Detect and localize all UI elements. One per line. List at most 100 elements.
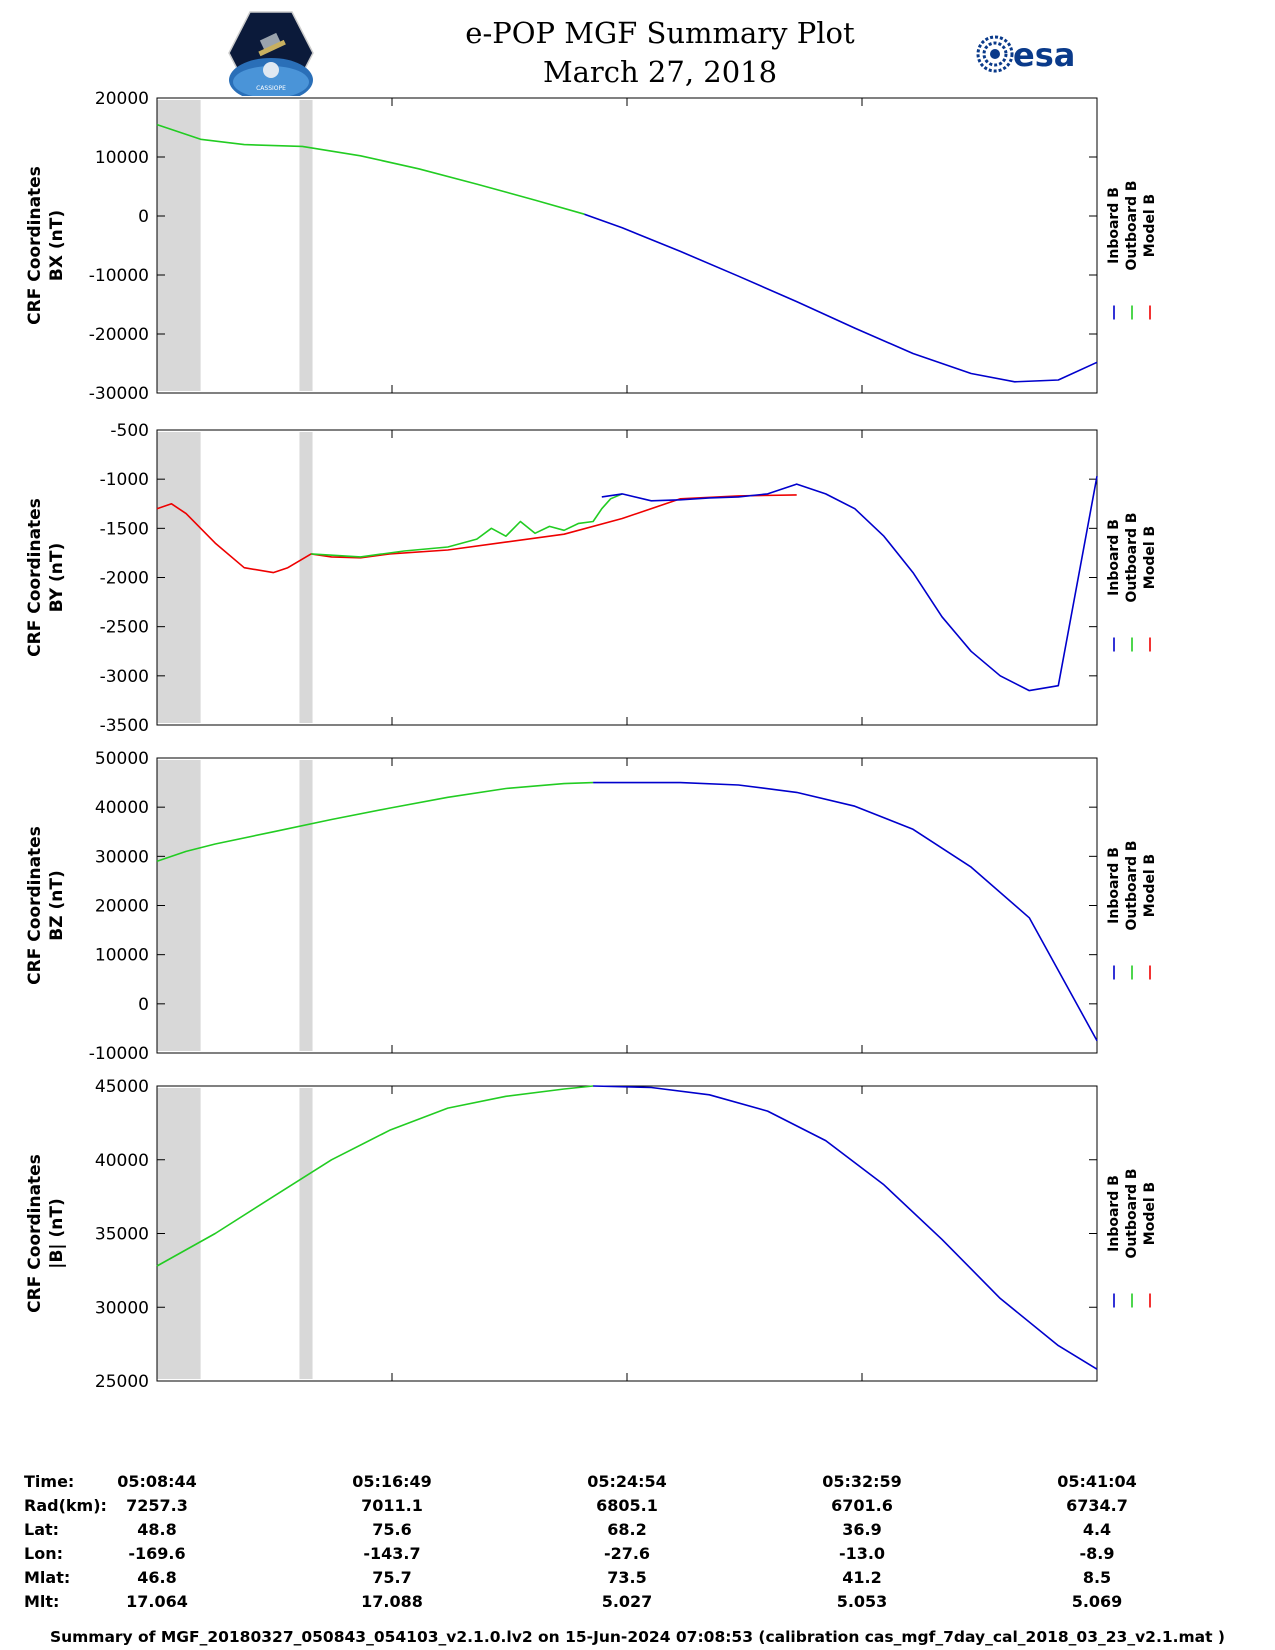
panel-bx: 20000 10000 0 -10000 -20000 -30000 CRF Coordin… <box>25 89 1158 404</box>
plot-title: e-POP MGF Summary Plot March 27, 2018 <box>400 14 920 92</box>
ephemeris-row-label: Lat: <box>24 1520 60 1539</box>
legend-label-outboard-b: Outboard B <box>1124 512 1140 602</box>
series-line-inboard-b <box>584 213 1098 383</box>
y-axis-label: CRF Coordinates BZ (nT) <box>25 826 67 985</box>
series-line-outboard-b <box>156 123 585 215</box>
legend-entry: Outboard B <box>1124 840 1140 930</box>
legend-label-model-b: Model B <box>1142 526 1158 589</box>
legend-entry: Inboard B <box>1106 1175 1122 1252</box>
y-tick-label: -2000 <box>100 569 149 589</box>
legend-entry: Inboard B <box>1106 187 1122 264</box>
ephemeris-cell: -143.7 <box>363 1544 421 1563</box>
legend-entry: Inboard B <box>1106 847 1122 924</box>
y-tick-label: 40000 <box>95 1151 149 1171</box>
y-axis-label: CRF Coordinates BX (nT) <box>25 166 67 325</box>
legend-label-outboard-b: Outboard B <box>1124 1168 1140 1258</box>
y-tick-label: -500 <box>110 421 149 441</box>
x-tick-label: 05:41:04 <box>1057 1472 1137 1491</box>
series-line-inboard-b <box>601 476 1098 692</box>
series-line-outboard-b <box>156 781 594 863</box>
ephemeris-row-label: Time: <box>24 1472 75 1491</box>
legend-entry: Outboard B <box>1124 1168 1140 1258</box>
title-line-2: March 27, 2018 <box>542 55 778 89</box>
y-tick-label: -20000 <box>89 325 149 345</box>
ephemeris-cell: 48.8 <box>137 1520 177 1539</box>
plot-frame <box>156 97 1098 394</box>
legend-label-model-b: Model B <box>1142 194 1158 257</box>
y-tick-label: 0 <box>138 207 149 227</box>
y-axis-label-line-2: BX (nT) <box>47 210 67 281</box>
panel-by: -500 -1000 -1500 -2000 -2500 -3000 -3500 CRF Co… <box>25 421 1158 736</box>
legend-label-model-b: Model B <box>1142 1182 1158 1245</box>
y-axis-label-line-1: CRF Coordinates <box>25 826 45 985</box>
ephemeris-cell: 75.7 <box>372 1568 412 1587</box>
y-axis-label-line-2: BZ (nT) <box>47 870 67 940</box>
y-tick-label: 20000 <box>95 89 149 109</box>
legend-entry: Outboard B <box>1124 180 1140 270</box>
legend-entry: Inboard B <box>1106 519 1122 596</box>
y-tick-label: 10000 <box>95 148 149 168</box>
series-line-model-b <box>156 494 797 574</box>
plot-frame <box>156 1085 1098 1382</box>
y-tick-label: -3000 <box>100 667 149 687</box>
ephemeris-cell: 7011.1 <box>361 1496 423 1515</box>
ephemeris-row-label: Rad(km): <box>24 1496 107 1515</box>
ephemeris-cell: 75.6 <box>372 1520 412 1539</box>
ephemeris-cell: 4.4 <box>1082 1520 1112 1539</box>
y-axis-label-line-2: BY (nT) <box>47 543 67 613</box>
y-tick-label: 30000 <box>95 847 149 867</box>
panel-bmag: 45000 40000 35000 30000 25000 CRF Coordinates… <box>25 1077 1158 1392</box>
y-tick-label: -30000 <box>89 384 149 404</box>
ephemeris-cell: 17.088 <box>361 1592 423 1611</box>
ephemeris-cell: 68.2 <box>607 1520 647 1539</box>
ephemeris-cell: -8.9 <box>1079 1544 1115 1563</box>
legend-label-inboard-b: Inboard B <box>1106 1175 1122 1252</box>
ephemeris-cell: 73.5 <box>607 1568 647 1587</box>
y-tick-label: 35000 <box>95 1225 149 1245</box>
data-gap-band <box>157 100 201 391</box>
data-gap-band <box>299 760 313 1051</box>
ephemeris-cell: 8.5 <box>1082 1568 1112 1587</box>
x-tick-label: 05:32:59 <box>822 1472 902 1491</box>
ephemeris-table: Time: Rad(km): Lat: Lon: Mlat: Mlt: 05:08:44 72… <box>0 1466 1275 1626</box>
ephemeris-cell: 6701.6 <box>831 1496 893 1515</box>
legend-entry: Model B <box>1142 194 1158 257</box>
y-tick-label: 25000 <box>95 1372 149 1392</box>
ephemeris-cell: 5.027 <box>601 1592 653 1611</box>
series-line-outboard-b <box>311 493 623 558</box>
cassiope-mission-logo: CASSIOPE <box>228 10 314 102</box>
plot-frame <box>156 429 1098 726</box>
ephemeris-cell: 7257.3 <box>126 1496 188 1515</box>
legend-entry: Model B <box>1142 854 1158 917</box>
esa-logo-text: esa <box>1013 36 1075 74</box>
ephemeris-cell: -27.6 <box>603 1544 651 1563</box>
y-tick-label: 30000 <box>95 1298 149 1318</box>
ephemeris-cell: -169.6 <box>128 1544 186 1563</box>
legend-entry: Model B <box>1142 526 1158 589</box>
x-tick-label: 05:16:49 <box>352 1472 432 1491</box>
y-tick-label: -10000 <box>89 1044 149 1064</box>
legend-label-model-b: Model B <box>1142 854 1158 917</box>
title-line-1: e-POP MGF Summary Plot <box>465 16 855 50</box>
y-tick-label: 50000 <box>95 749 149 769</box>
y-axis-label-line-1: CRF Coordinates <box>25 1154 45 1313</box>
panel-bz: 50000 40000 30000 20000 10000 0 -10000 CRF Coor… <box>25 749 1158 1064</box>
y-tick-label: 40000 <box>95 798 149 818</box>
data-gap-band <box>299 100 313 391</box>
footer-caption: Summary of MGF_20180327_050843_054103_v2… <box>49 1628 1226 1646</box>
y-tick-label: -1500 <box>100 519 149 539</box>
y-tick-label: -3500 <box>100 716 149 736</box>
y-axis-label-line-1: CRF Coordinates <box>25 166 45 325</box>
series-line-inboard-b <box>593 1085 1098 1370</box>
legend-label-outboard-b: Outboard B <box>1124 180 1140 270</box>
plot-frame <box>156 757 1098 1054</box>
legend-label-inboard-b: Inboard B <box>1106 847 1122 924</box>
ephemeris-cell: -13.0 <box>838 1544 886 1563</box>
x-tick-label: 05:08:44 <box>117 1472 197 1491</box>
ephemeris-cell: 41.2 <box>842 1568 882 1587</box>
ephemeris-cell: 5.053 <box>836 1592 888 1611</box>
ephemeris-cell: 6734.7 <box>1066 1496 1128 1515</box>
y-axis-label-line-2: |B| (nT) <box>47 1198 67 1269</box>
x-tick-label: 05:24:54 <box>587 1472 667 1491</box>
ephemeris-cell: 36.9 <box>842 1520 882 1539</box>
